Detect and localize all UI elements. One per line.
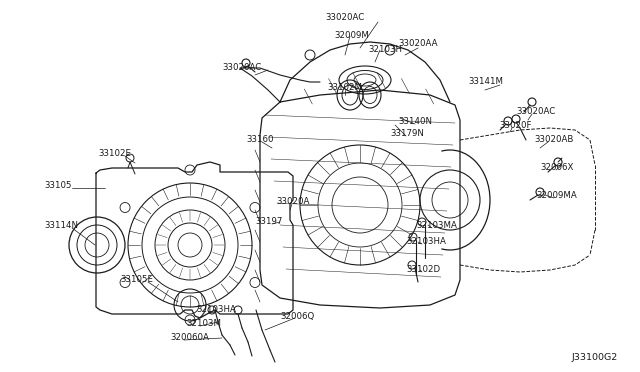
Text: 33160: 33160 xyxy=(246,135,273,144)
Text: 33105: 33105 xyxy=(44,182,72,190)
Text: 33020AC: 33020AC xyxy=(516,108,556,116)
Text: 33102D: 33102D xyxy=(406,266,440,275)
Text: 32009MA: 32009MA xyxy=(536,192,577,201)
Text: 33105E: 33105E xyxy=(120,276,153,285)
Text: 33020AC: 33020AC xyxy=(325,13,365,22)
Text: 33020A: 33020A xyxy=(276,198,309,206)
Text: 32006X: 32006X xyxy=(540,164,573,173)
Text: 33102E: 33102E xyxy=(98,150,131,158)
Text: 33141M: 33141M xyxy=(468,77,503,87)
Text: 33179N: 33179N xyxy=(390,129,424,138)
Text: 32103M: 32103M xyxy=(186,320,221,328)
Text: 33020F: 33020F xyxy=(499,122,531,131)
Text: 33020AA: 33020AA xyxy=(398,39,438,48)
Text: 32103H: 32103H xyxy=(368,45,402,55)
Text: J33100G2: J33100G2 xyxy=(572,353,618,362)
Text: 32006Q: 32006Q xyxy=(280,311,314,321)
Text: 33102M: 33102M xyxy=(327,83,362,93)
Text: 33197: 33197 xyxy=(255,218,282,227)
Text: 320060A: 320060A xyxy=(170,334,209,343)
Text: 33020AC: 33020AC xyxy=(222,64,261,73)
Text: 32103HA: 32103HA xyxy=(196,305,236,314)
Text: 32103HA: 32103HA xyxy=(406,237,446,247)
Text: 33140N: 33140N xyxy=(398,118,432,126)
Text: 32103MA: 32103MA xyxy=(416,221,457,231)
Text: 32009M: 32009M xyxy=(334,32,369,41)
Text: 33114N: 33114N xyxy=(44,221,78,231)
Text: 33020AB: 33020AB xyxy=(534,135,573,144)
